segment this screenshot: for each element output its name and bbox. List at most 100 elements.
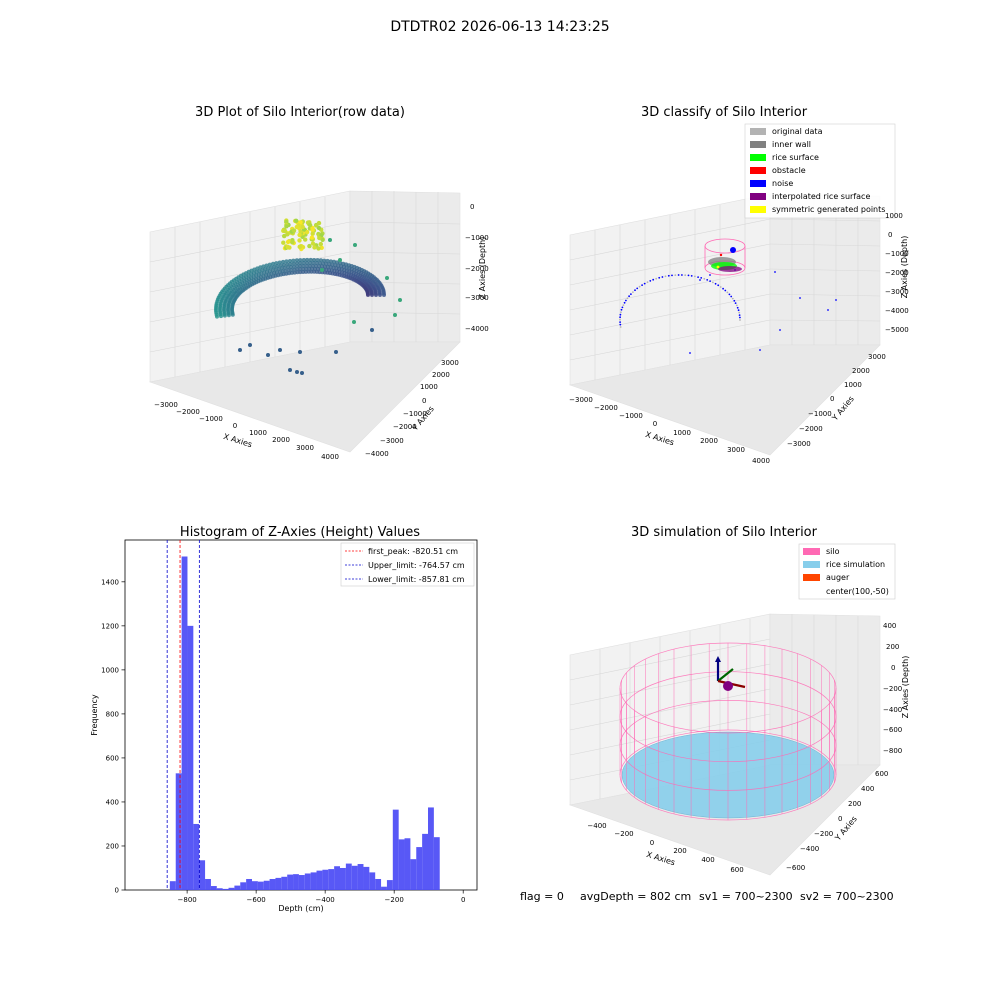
legend-label: inner wall — [772, 140, 811, 149]
x-tick-label: −400 — [316, 896, 335, 904]
y-tick-label: −2000 — [393, 423, 417, 431]
classify-point — [619, 313, 622, 316]
legend-swatch-rice — [803, 561, 820, 568]
histogram-bar — [240, 882, 247, 890]
status-footer: flag = 0 avgDepth = 802 cm sv1 = 700~230… — [520, 890, 894, 903]
histogram-bar — [316, 870, 323, 890]
histogram-bar — [310, 872, 317, 890]
raw-point — [313, 264, 318, 268]
classify-point — [706, 279, 709, 281]
z-tick-label: −3000 — [465, 294, 489, 302]
x-tick-label: 2000 — [700, 437, 718, 445]
histogram-bar — [328, 869, 335, 890]
raw-point — [304, 266, 309, 271]
raw-point — [398, 298, 402, 302]
silo-ring — [619, 729, 837, 821]
histogram-bar — [169, 881, 176, 890]
legend-box — [744, 123, 896, 219]
raw-point — [298, 267, 303, 272]
classify-point — [739, 316, 741, 319]
simulation-z-ticks: 400 200 0 −200 −400 −600 −800 Z Axies (D… — [883, 622, 910, 755]
classify-point — [625, 299, 627, 302]
z-axis-label: Z Axies (Depth) — [900, 236, 909, 299]
raw-point — [277, 260, 282, 265]
classify-point — [658, 276, 661, 279]
classify-point — [759, 349, 761, 351]
histogram-vlines — [166, 540, 200, 890]
z-tick-label: −5000 — [885, 326, 909, 334]
y-tick-label: −1000 — [808, 410, 832, 418]
z-tick-label: −1000 — [885, 250, 909, 258]
y-tick-label: 1000 — [101, 666, 119, 674]
histogram-bar — [234, 885, 241, 890]
classify-point — [622, 304, 625, 306]
classify-point — [733, 299, 736, 302]
sv1-text: sv1 = 700~2300 — [699, 890, 793, 903]
legend-label: Lower_limit: -857.81 cm — [368, 575, 465, 584]
z-tick-label: −2000 — [465, 265, 489, 273]
raw-point — [258, 265, 263, 270]
raw-point — [294, 258, 299, 263]
classify-point — [712, 281, 714, 284]
raw-point — [378, 293, 382, 297]
classify-point — [835, 299, 837, 301]
z-tick-label: −4000 — [885, 307, 909, 315]
classify-point — [677, 274, 680, 276]
histogram-bar — [428, 807, 434, 890]
classify-point — [661, 276, 664, 278]
raw-point — [295, 261, 299, 266]
raw-point — [281, 240, 286, 245]
raw-point — [307, 222, 313, 228]
raw-point — [310, 231, 315, 236]
raw-point — [285, 239, 291, 245]
raw-point — [238, 348, 242, 352]
raw-point — [366, 293, 370, 297]
y-tick-label: 600 — [875, 770, 888, 778]
histogram-x-ticks: −800 −600 −400 −200 0 — [178, 890, 465, 904]
raw-point — [267, 262, 272, 267]
y-tick-label: 0 — [422, 397, 426, 405]
histogram-bar — [304, 873, 311, 890]
raw-point — [298, 350, 302, 354]
classify-point — [774, 271, 776, 273]
classify-point — [717, 284, 720, 287]
histogram-bar — [298, 875, 305, 890]
classify-point — [671, 274, 673, 277]
z-tick-label: −800 — [883, 747, 902, 755]
y-tick-label: 0 — [838, 815, 842, 823]
classify-point — [697, 276, 699, 278]
raw-point — [316, 220, 322, 226]
y-tick-label: −200 — [814, 830, 833, 838]
panel-classify-3d: 3D classify of Silo Interior — [568, 105, 909, 465]
x-tick-label: −2000 — [176, 408, 200, 416]
x-tick-label: −1000 — [199, 415, 223, 423]
raw-point — [284, 259, 289, 264]
pane-back-right — [349, 190, 461, 343]
y-tick-label: 1200 — [101, 622, 119, 630]
x-tick-label: 1000 — [673, 429, 691, 437]
x-tick-label: −200 — [614, 830, 633, 838]
y-tick-label: 1400 — [101, 578, 119, 586]
legend-swatch-inner-wall — [750, 141, 766, 148]
x-tick-label: −3000 — [569, 396, 593, 404]
raw-point — [303, 237, 308, 242]
y-tick-label: 600 — [106, 754, 119, 762]
legend-label: obstacle — [772, 166, 806, 175]
classify-point — [674, 274, 677, 276]
raw-point — [294, 218, 299, 223]
raw-point — [295, 370, 299, 374]
raw-point — [298, 261, 303, 266]
raw-point — [298, 220, 303, 225]
classify-legend: original data inner wall rice surface ob… — [744, 123, 896, 219]
raw-point — [382, 293, 386, 297]
classify-point — [799, 297, 801, 299]
legend-swatch-symmetric — [750, 206, 766, 213]
raw-point — [304, 260, 309, 265]
raw-point — [328, 259, 333, 264]
raw-point — [325, 258, 330, 263]
raw-point — [318, 241, 323, 247]
raw-point — [261, 264, 266, 269]
raw-point — [353, 243, 357, 247]
raw-point — [298, 264, 303, 269]
raw-point — [288, 259, 292, 263]
